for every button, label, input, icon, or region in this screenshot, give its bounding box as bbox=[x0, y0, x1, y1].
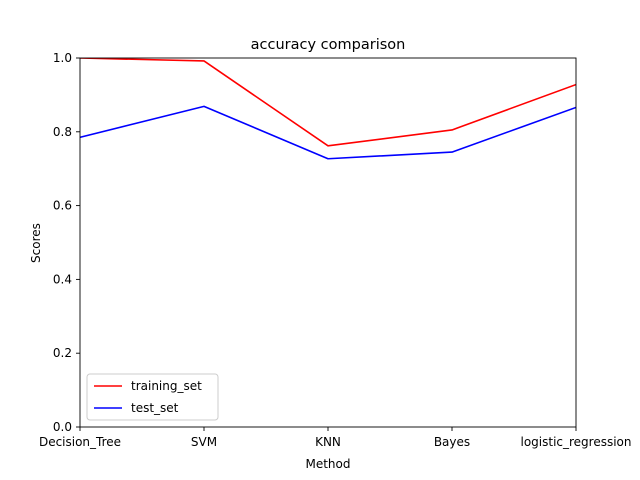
legend-label: test_set bbox=[131, 401, 179, 415]
y-axis-title: Scores bbox=[29, 223, 43, 263]
x-tick-label: Decision_Tree bbox=[39, 435, 121, 449]
series-line-test_set bbox=[80, 105, 576, 160]
legend: training_set test_set bbox=[86, 373, 219, 421]
x-tick-label: logistic_regression bbox=[520, 435, 631, 449]
legend-label: training_set bbox=[131, 379, 202, 393]
y-tick-label: 1.0 bbox=[53, 51, 72, 65]
y-tick-label: 0.2 bbox=[53, 346, 72, 360]
chart-title: accuracy comparison bbox=[251, 37, 406, 53]
series-line-training_set bbox=[80, 58, 576, 147]
x-tick-label: Bayes bbox=[434, 435, 470, 449]
x-axis-title: Method bbox=[305, 457, 350, 471]
plot-area: Decision_Tree SVM KNN Bayes logistic_regress… bbox=[39, 51, 632, 449]
y-tick-label: 0.6 bbox=[53, 199, 72, 213]
y-tick-label: 0.0 bbox=[53, 420, 72, 434]
y-tick-label: 0.8 bbox=[53, 125, 72, 139]
x-tick-label: KNN bbox=[315, 435, 341, 449]
y-tick-label: 0.4 bbox=[53, 272, 72, 286]
x-tick-label: SVM bbox=[191, 435, 217, 449]
